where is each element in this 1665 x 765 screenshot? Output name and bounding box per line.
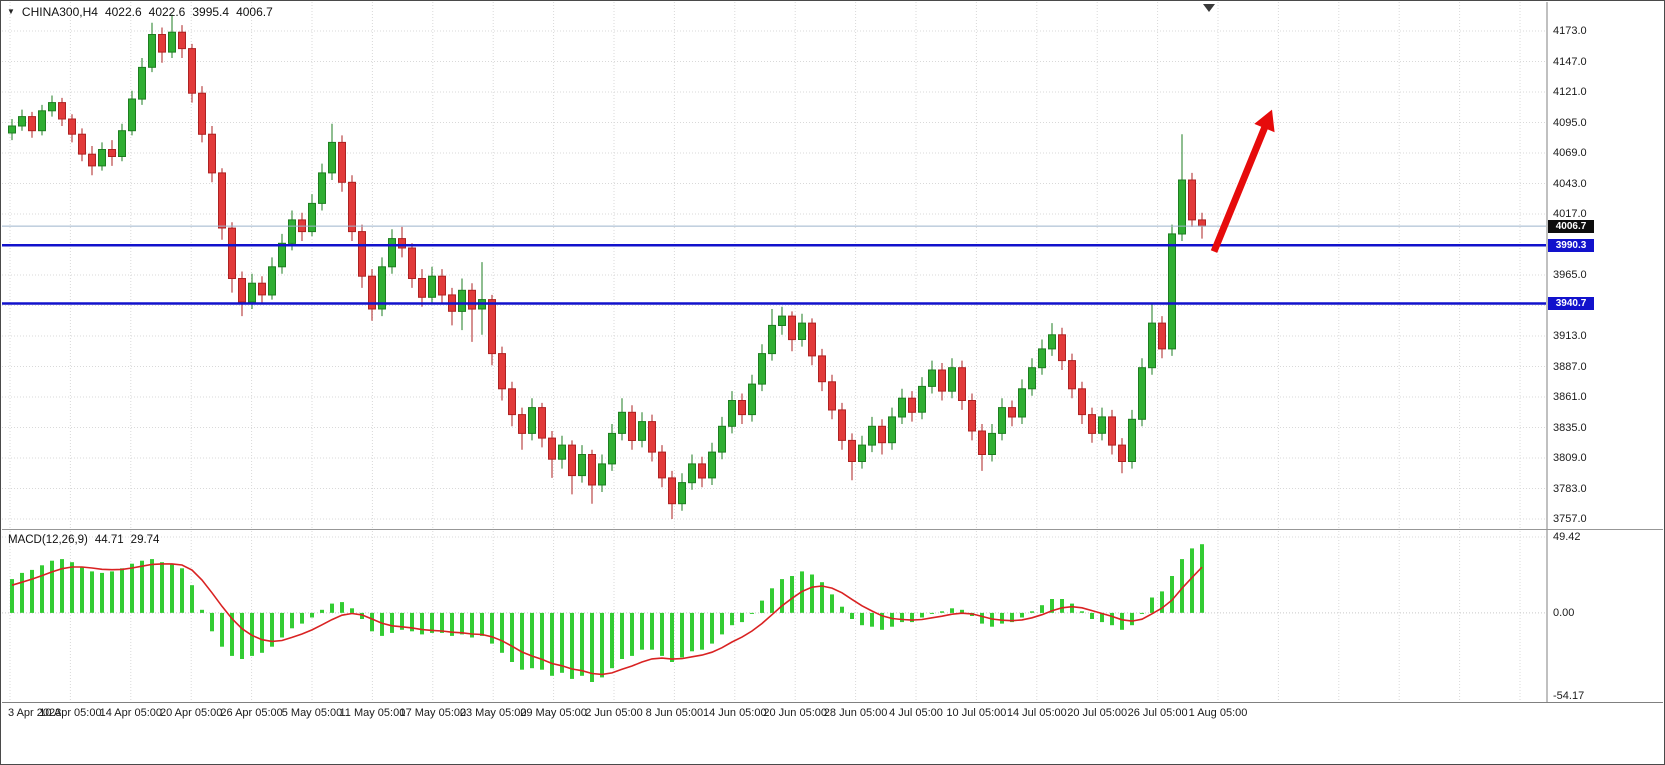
price-tick-label: 4121.0 [1553,86,1587,98]
price-tick-label: 3835.0 [1553,421,1587,434]
price-tick-label: 3965.0 [1553,269,1587,281]
price-tick-label: 3809.0 [1553,452,1587,464]
hline-price-badge: 3990.3 [1548,238,1594,252]
macd-signal-line [11,563,1203,676]
time-axis-label: 28 Jun 05:00 [823,707,888,719]
time-axis-label: 2 Jun 05:00 [585,707,643,719]
time-axis-label: 14 Jun 05:00 [702,707,767,719]
time-axis-label: 3 Apr 2023 [8,707,62,719]
macd-scale-zero-label: 0.00 [1553,607,1575,619]
candles [8,14,1206,519]
ohlc-close-value: 4006.7 [236,5,273,19]
time-axis-label: 23 May 05:00 [459,707,527,719]
trend-arrow[interactable] [1210,109,1275,253]
price-tick-label: 4043.0 [1553,177,1587,190]
macd-histogram [10,544,1204,682]
time-axis-label: 10 Jul 05:00 [946,707,1007,719]
macd-scale-max-label: 49.42 [1553,531,1581,543]
price-tick-label: 3757.0 [1553,513,1587,525]
time-axis-label: 26 Apr 05:00 [220,707,283,719]
ohlc-high-value: 4022.6 [148,5,186,19]
time-axis-label: 4 Jul 05:00 [889,707,943,719]
indicator-axis[interactable]: 49.42 0.00 -54.17 [1548,531,1664,702]
symbol-info: ▼ CHINA300,H4 4022.6 4022.6 3995.4 4006.… [7,5,273,19]
time-axis-label: 29 May 05:00 [520,707,587,719]
time-axis-label: 8 Jun 05:00 [645,707,704,719]
current-price-badge: 4006.7 [1548,219,1594,233]
price-tick-label: 3783.0 [1553,482,1587,495]
time-axis-label: 20 Jul 05:00 [1067,707,1128,719]
price-tick-label: 3913.0 [1553,330,1587,342]
time-axis-label: 14 Apr 05:00 [99,707,162,719]
price-tick-label: 4095.0 [1553,116,1587,129]
price-tick-label: 3887.0 [1553,360,1587,373]
time-axis-label: 1 Aug 05:00 [1188,707,1248,719]
price-axis[interactable]: 4173.0 4147.0 4121.0 4095.0 4069.0 4043.0 4017… [1548,0,1664,702]
time-axis[interactable]: 3 Apr 2023 10 Apr 05:00 14 Apr 05:00 20 Apr… [0,703,1665,763]
price-tick-label: 4173.0 [1553,25,1587,37]
one-click-trading-toggle-icon[interactable]: ▼ [7,7,15,16]
time-axis-label: 14 Jul 05:00 [1006,707,1067,719]
time-axis-label: 5 May 05:00 [281,707,343,719]
time-axis-label: 10 Apr 05:00 [39,707,102,719]
macd-signal-value: 29.74 [130,534,160,546]
chart-shift-marker-icon[interactable] [1203,4,1215,12]
price-tick-label: 4147.0 [1553,55,1587,68]
symbol-timeframe-label: CHINA300,H4 [21,5,98,19]
time-axis-label: 20 Jun 05:00 [763,707,827,719]
ohlc-open-value: 4022.6 [104,5,142,19]
time-axis-label: 20 Apr 05:00 [159,707,223,719]
ohlc-low-value: 3995.4 [192,5,230,19]
gridlines [2,2,1546,701]
macd-label: MACD(12,26,9) [8,534,88,546]
time-axis-label: 17 May 05:00 [399,707,467,719]
price-tick-label: 4069.0 [1553,147,1587,159]
price-tick-label: 4017.0 [1553,208,1587,220]
time-axis-label: 26 Jul 05:00 [1127,707,1188,719]
macd-scale-min-label: -54.17 [1553,690,1585,702]
macd-main-value: 44.71 [94,534,124,546]
time-axis-label: 11 May 05:00 [339,707,406,719]
macd-indicator-caption: MACD(12,26,9) 44.71 29.74 [8,534,159,546]
price-tick-label: 3861.0 [1553,391,1587,403]
hline-price-badge: 3940.7 [1548,297,1594,310]
